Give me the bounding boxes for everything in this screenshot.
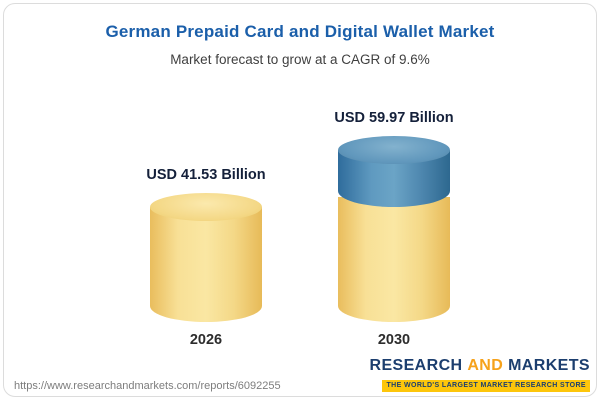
report-url-link[interactable]: https://www.researchandmarkets.com/repor… [14,380,281,392]
chart-subtitle: Market forecast to grow at a CAGR of 9.6… [170,52,430,67]
cylinder-body-yellow [338,197,450,322]
bar-group: USD 41.53 Billion 2026 [131,167,281,348]
cylinder-body-yellow [150,207,262,322]
logo-tagline: THE WORLD'S LARGEST MARKET RESEARCH STOR… [382,380,590,392]
bar-category-label: 2026 [189,332,223,348]
logo-wordmark: RESEARCH AND MARKETS [369,357,590,375]
bar-value-label: USD 41.53 Billion [146,167,266,183]
cylinder-top-ellipse-blue [338,136,450,164]
chart-title: German Prepaid Card and Digital Wallet M… [105,22,495,41]
cylinder-top-ellipse-yellow [150,193,262,221]
bar-cylinder [338,136,450,322]
research-and-markets-logo[interactable]: RESEARCH AND MARKETS THE WORLD'S LARGEST… [369,357,590,392]
bar-category-label: 2030 [377,332,411,348]
logo-word-research: RESEARCH [369,356,463,374]
bar-cylinder [150,193,262,322]
logo-word-and: AND [467,356,504,374]
bar-group: USD 59.97 Billion 2030 [319,110,469,348]
footer: https://www.researchandmarkets.com/repor… [14,357,590,392]
bar-value-label: USD 59.97 Billion [334,110,454,126]
bar-area: USD 41.53 Billion 2026 USD 59.97 Billion 20… [0,110,600,348]
logo-word-markets: MARKETS [508,356,590,374]
